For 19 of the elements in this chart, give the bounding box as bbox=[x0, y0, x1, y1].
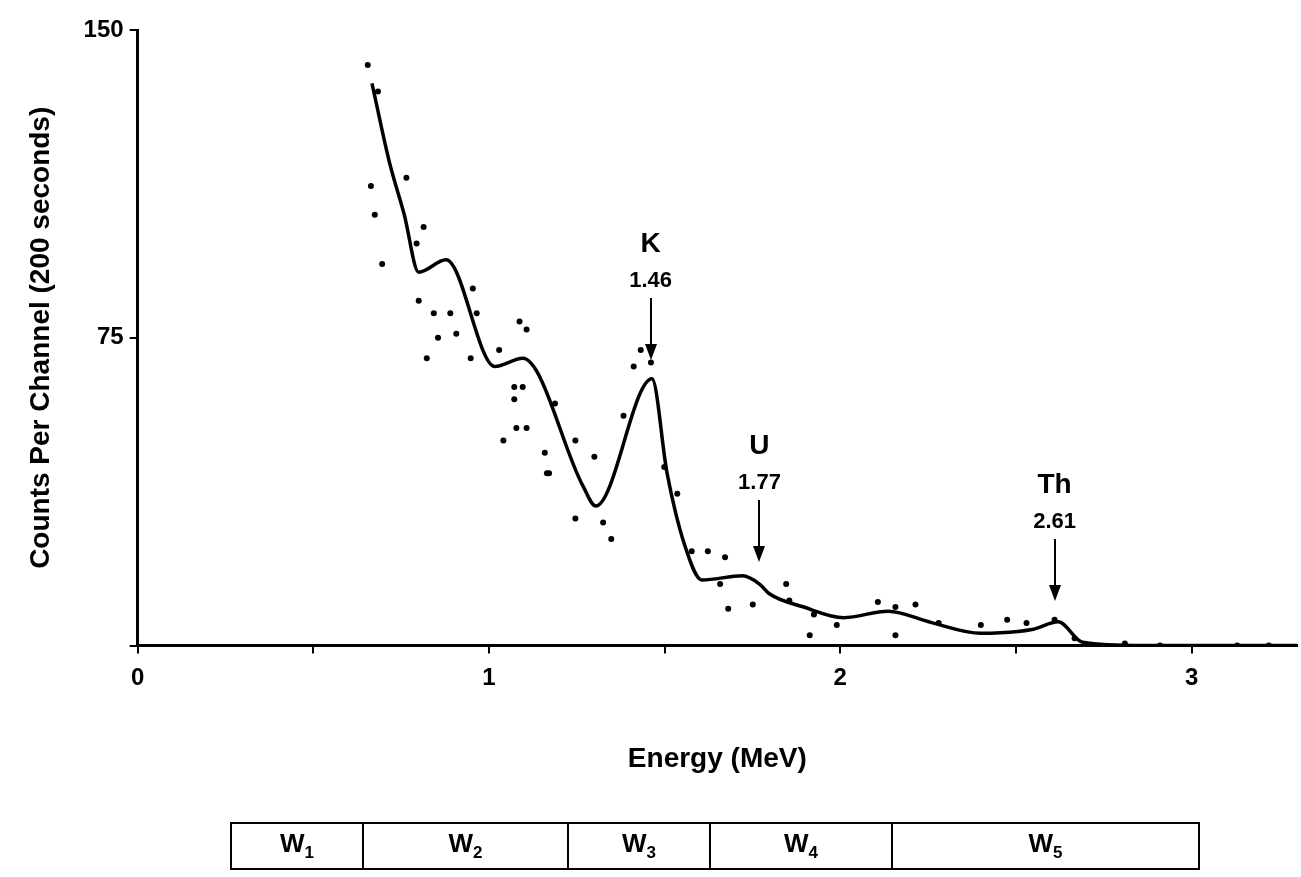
annotation: 1.77 bbox=[738, 469, 781, 495]
text: W$_{5}$ bbox=[892, 823, 1199, 869]
text: W$_{1}$ bbox=[231, 823, 363, 869]
x-tick-label: 1 bbox=[482, 662, 496, 690]
x-tick-label: 2 bbox=[833, 662, 847, 690]
annotation: Th bbox=[1037, 467, 1072, 499]
y-tick-label: 75 bbox=[96, 322, 124, 350]
x-tick-label: 3 bbox=[1184, 662, 1199, 690]
annotation: 2.61 bbox=[1033, 507, 1076, 533]
y-tick-label: 150 bbox=[83, 14, 124, 42]
x-tick-label: 0 bbox=[130, 662, 145, 690]
annotation: 1.46 bbox=[629, 267, 672, 293]
text: W$_{3}$ bbox=[568, 823, 710, 869]
x-axis-title: Energy (MeV) bbox=[627, 741, 807, 773]
text: W$_{2}$ bbox=[363, 823, 568, 869]
annotation: U bbox=[749, 428, 770, 460]
text: W$_{4}$ bbox=[710, 823, 892, 869]
annotation: K bbox=[640, 226, 661, 258]
y-axis-title: Counts Per Channel (200 seconds) bbox=[23, 106, 55, 569]
